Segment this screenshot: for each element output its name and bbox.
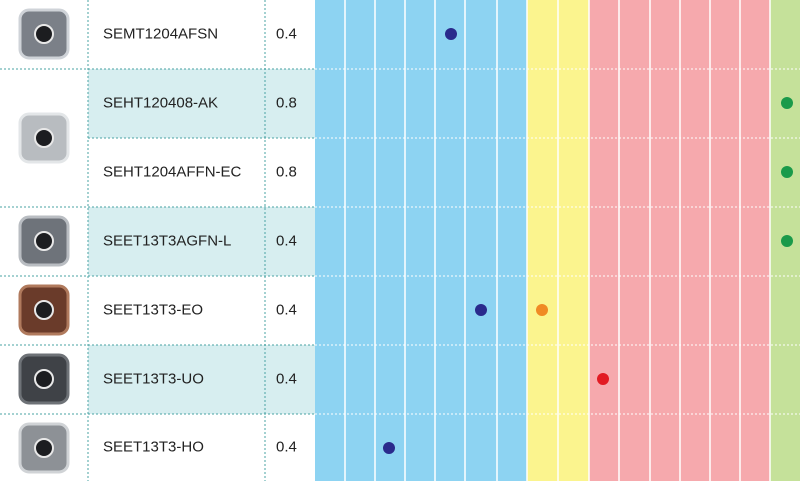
insert-hole — [34, 231, 54, 251]
insert-image — [18, 353, 70, 405]
grade-dot — [781, 166, 793, 178]
insert-name: SEET13T3AGFN-L — [103, 232, 231, 249]
corner-radius: 0.8 — [276, 163, 297, 180]
row-shade — [88, 345, 315, 414]
insert-hole — [34, 438, 54, 458]
corner-radius: 0.4 — [276, 438, 297, 455]
grade-dot — [475, 304, 487, 316]
insert-image — [18, 215, 70, 267]
insert-hole — [34, 369, 54, 389]
corner-radius: 0.4 — [276, 232, 297, 249]
grade-dot — [781, 235, 793, 247]
insert-image — [18, 422, 70, 474]
insert-image — [18, 112, 70, 164]
insert-image — [18, 8, 70, 60]
insert-image — [18, 284, 70, 336]
row-shade — [88, 69, 315, 138]
insert-name: SEMT1204AFSN — [103, 25, 218, 42]
grade-dot — [781, 97, 793, 109]
insert-name: SEET13T3-HO — [103, 438, 204, 455]
grade-dot — [383, 442, 395, 454]
insert-hole — [34, 300, 54, 320]
insert-name: SEET13T3-EO — [103, 301, 203, 318]
insert-name: SEHT120408-AK — [103, 94, 218, 111]
insert-hole — [34, 128, 54, 148]
grade-dot — [536, 304, 548, 316]
corner-radius: 0.4 — [276, 25, 297, 42]
insert-name: SEET13T3-UO — [103, 370, 204, 387]
corner-radius: 0.4 — [276, 301, 297, 318]
corner-radius: 0.4 — [276, 370, 297, 387]
row-shade — [88, 207, 315, 276]
insert-name: SEHT1204AFFN-EC — [103, 163, 242, 180]
grade-dot — [445, 28, 457, 40]
grade-dot — [597, 373, 609, 385]
insert-hole — [34, 24, 54, 44]
corner-radius: 0.8 — [276, 94, 297, 111]
